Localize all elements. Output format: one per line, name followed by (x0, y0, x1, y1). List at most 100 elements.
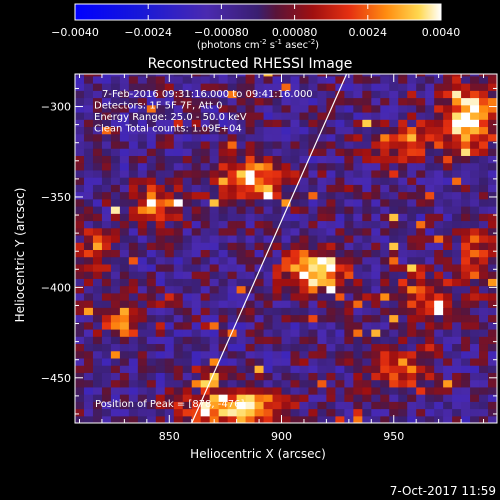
heatmap-cell (317, 321, 328, 330)
heatmap-cell (146, 162, 157, 171)
heatmap-cell (389, 198, 399, 207)
heatmap-cell (461, 75, 471, 84)
heatmap-cell (137, 357, 148, 366)
heatmap-cell (407, 206, 417, 214)
heatmap-cell (236, 140, 247, 149)
heatmap-cell (200, 278, 211, 287)
heatmap-cell (272, 408, 283, 417)
heatmap-cell (353, 234, 363, 243)
heatmap-cell (407, 314, 417, 323)
heatmap-cell (281, 307, 292, 316)
heatmap-cell (335, 307, 345, 316)
heatmap-cell (137, 350, 148, 359)
heatmap-cell (191, 300, 202, 308)
heatmap-cell (191, 365, 202, 373)
heatmap-cell (263, 140, 274, 149)
heatmap-cell (470, 75, 480, 84)
heatmap-cell (299, 336, 310, 345)
heatmap-cell (128, 307, 139, 316)
heatmap-cell (398, 256, 408, 265)
heatmap-cell (308, 249, 319, 258)
heatmap-cell (317, 372, 328, 381)
heatmap-cell (101, 336, 112, 345)
heatmap-cell (335, 213, 345, 222)
heatmap-cell (164, 191, 175, 200)
heatmap-cell (470, 184, 480, 193)
heatmap-cell (479, 372, 489, 381)
heatmap-cell (146, 350, 157, 359)
heatmap-cell (137, 379, 148, 388)
heatmap-cell (227, 74, 238, 77)
heatmap-cell (344, 75, 354, 84)
heatmap-cell (263, 300, 274, 308)
heatmap-cell (299, 256, 310, 265)
heatmap-cell (155, 285, 166, 294)
heatmap-cell (488, 213, 497, 222)
heatmap-cell (470, 394, 480, 402)
heatmap-cell (479, 379, 489, 388)
heatmap-cell (254, 271, 265, 279)
heatmap-cell (443, 169, 453, 178)
heatmap-cell (155, 271, 166, 279)
heatmap-cell (317, 292, 328, 301)
heatmap-cell (272, 126, 283, 135)
heatmap-cell (182, 336, 193, 345)
heatmap-cell (308, 148, 319, 156)
heatmap-cell (416, 220, 426, 229)
heatmap-cell (92, 234, 103, 243)
heatmap-cell (362, 394, 372, 402)
heatmap-cell (425, 278, 435, 287)
heatmap-cell (326, 300, 336, 308)
heatmap-cell (443, 263, 453, 272)
heatmap-cell (407, 97, 417, 106)
heatmap-cell (146, 227, 157, 236)
heatmap-cell (218, 379, 229, 388)
heatmap-cells (75, 74, 497, 423)
heatmap-cell (443, 242, 453, 250)
heatmap-cell (200, 220, 211, 229)
heatmap-cell (425, 256, 435, 265)
heatmap-cell (398, 321, 408, 330)
heatmap-cell (434, 271, 444, 279)
heatmap-cell (146, 372, 157, 381)
heatmap-cell (344, 394, 354, 402)
heatmap-cell (83, 278, 94, 287)
heatmap-cell (209, 386, 220, 395)
timestamp-label: 7-Oct-2017 11:59 (390, 484, 496, 498)
heatmap-cell (380, 386, 390, 395)
heatmap-cell (218, 191, 229, 200)
heatmap-cell (227, 169, 238, 178)
heatmap-cell (407, 256, 417, 265)
heatmap-cell (191, 74, 202, 77)
heatmap-cell (83, 74, 94, 77)
heatmap-cell (290, 285, 301, 294)
heatmap-cell (425, 336, 435, 345)
heatmap-cell (407, 365, 417, 373)
heatmap-cell (479, 162, 489, 171)
heatmap-cell (452, 285, 462, 294)
colorbar (74, 3, 442, 21)
heatmap-cell (443, 357, 453, 366)
heatmap-cell (353, 90, 363, 99)
heatmap-cell (344, 256, 354, 265)
heatmap-cell (488, 191, 497, 200)
heatmap-cell (119, 379, 130, 388)
heatmap-cell (335, 271, 345, 279)
heatmap-cell (146, 300, 157, 308)
heatmap-cell (290, 191, 301, 200)
heatmap-cell (281, 394, 292, 402)
heatmap-cell (416, 350, 426, 359)
y-tick-label: −400 (41, 281, 71, 294)
heatmap-cell (416, 307, 426, 316)
heatmap-cell (75, 126, 85, 135)
heatmap-cell (155, 90, 166, 99)
heatmap-cell (470, 292, 480, 301)
heatmap-cell (281, 401, 292, 410)
heatmap-cell (263, 285, 274, 294)
colorbar-tick-label: −0.0024 (124, 26, 172, 39)
heatmap-cell (326, 242, 336, 250)
heatmap-cell (452, 394, 462, 402)
heatmap-cell (290, 140, 301, 149)
heatmap-cell (110, 169, 121, 178)
heatmap-cell (362, 234, 372, 243)
